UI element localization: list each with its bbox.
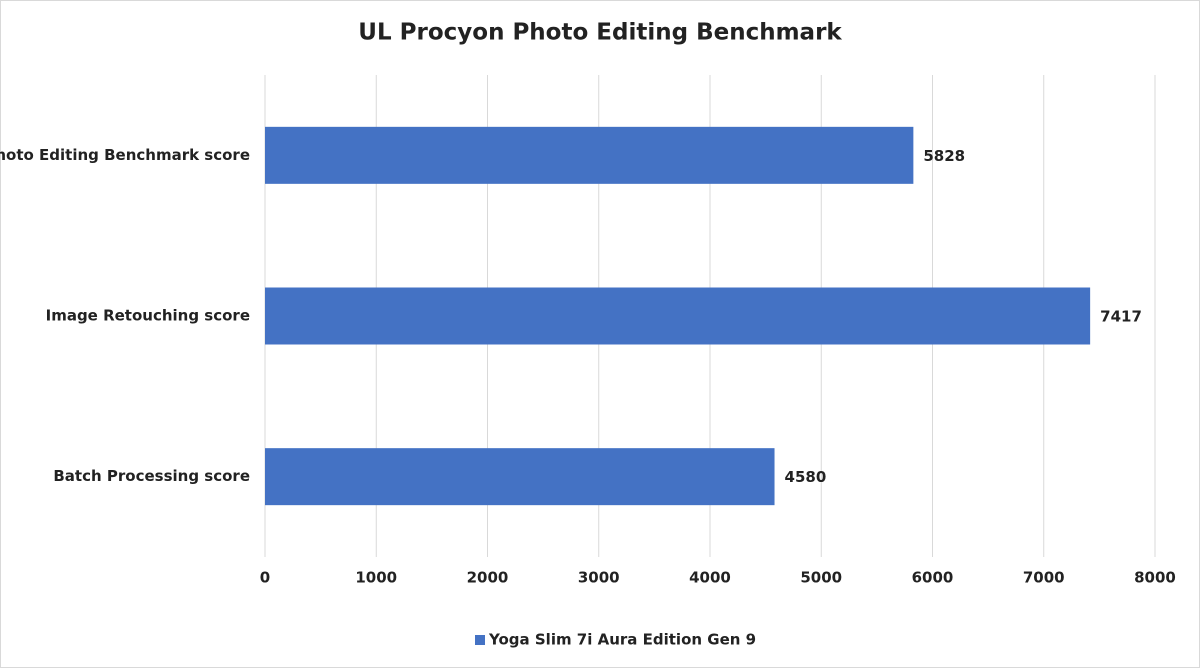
data-label: 5828 (923, 147, 965, 165)
legend-label: Yoga Slim 7i Aura Edition Gen 9 (488, 631, 756, 649)
legend-swatch (475, 635, 485, 645)
data-label: 7417 (1100, 308, 1142, 326)
bar (265, 287, 1091, 345)
x-tick-label: 6000 (912, 569, 954, 587)
data-label: 4580 (785, 468, 827, 486)
y-tick-label: Photo Editing Benchmark score (0, 146, 250, 164)
x-tick-label: 0 (260, 569, 270, 587)
chart-title: UL Procyon Photo Editing Benchmark (358, 20, 842, 46)
x-tick-label: 3000 (578, 569, 620, 587)
y-tick-label: Image Retouching score (46, 307, 250, 325)
x-tick-label: 8000 (1134, 569, 1176, 587)
x-tick-label: 7000 (1023, 569, 1065, 587)
y-tick-label: Batch Processing score (53, 467, 250, 485)
x-tick-label: 2000 (467, 569, 509, 587)
x-tick-label: 4000 (689, 569, 731, 587)
x-tick-label: 1000 (355, 569, 397, 587)
x-tick-label: 5000 (800, 569, 842, 587)
bar (265, 448, 775, 506)
bar (265, 126, 914, 184)
